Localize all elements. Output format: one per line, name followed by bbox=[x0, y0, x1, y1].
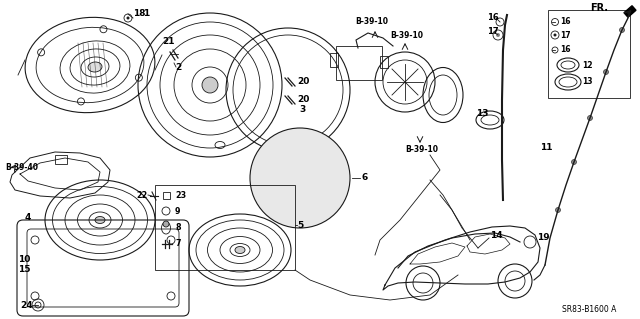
Text: 17: 17 bbox=[560, 31, 571, 40]
Ellipse shape bbox=[235, 247, 245, 254]
Text: FR.: FR. bbox=[590, 3, 608, 13]
Circle shape bbox=[127, 17, 129, 19]
Text: 2: 2 bbox=[175, 63, 181, 71]
Bar bbox=[330, 53, 338, 67]
Text: 13: 13 bbox=[476, 108, 488, 117]
Text: 6: 6 bbox=[362, 174, 368, 182]
Text: 16: 16 bbox=[487, 13, 499, 23]
Circle shape bbox=[554, 33, 557, 36]
Text: 4: 4 bbox=[25, 213, 31, 222]
Text: 18: 18 bbox=[133, 10, 145, 19]
FancyArrow shape bbox=[624, 6, 636, 17]
Text: 8: 8 bbox=[175, 224, 180, 233]
Text: 21: 21 bbox=[162, 38, 175, 47]
Bar bbox=[548, 10, 630, 98]
Text: 19: 19 bbox=[537, 234, 550, 242]
Circle shape bbox=[620, 27, 625, 33]
Text: 14: 14 bbox=[490, 231, 502, 240]
Text: 10: 10 bbox=[18, 256, 30, 264]
Text: 16: 16 bbox=[560, 18, 570, 26]
Circle shape bbox=[163, 221, 169, 227]
Text: B-39-10: B-39-10 bbox=[355, 18, 388, 26]
Text: 9: 9 bbox=[175, 206, 180, 216]
Circle shape bbox=[572, 160, 577, 165]
Ellipse shape bbox=[88, 62, 102, 72]
Text: 22: 22 bbox=[136, 190, 147, 199]
Text: 7: 7 bbox=[175, 240, 180, 249]
Bar bbox=[380, 56, 388, 68]
Text: B-39-10: B-39-10 bbox=[390, 31, 423, 40]
Text: 3: 3 bbox=[299, 106, 305, 115]
Text: 5: 5 bbox=[297, 220, 303, 229]
Circle shape bbox=[202, 77, 218, 93]
Text: 16: 16 bbox=[560, 46, 570, 55]
Ellipse shape bbox=[95, 217, 105, 224]
Text: 1: 1 bbox=[143, 10, 149, 19]
Bar bbox=[55, 155, 67, 164]
Text: SR83-B1600 A: SR83-B1600 A bbox=[562, 306, 616, 315]
Text: 24: 24 bbox=[20, 300, 33, 309]
Text: 11: 11 bbox=[540, 144, 552, 152]
Circle shape bbox=[556, 207, 561, 212]
Circle shape bbox=[250, 128, 350, 228]
Text: 23: 23 bbox=[175, 191, 186, 201]
Circle shape bbox=[588, 115, 593, 121]
Circle shape bbox=[496, 33, 500, 37]
Text: 20: 20 bbox=[297, 95, 309, 105]
Bar bbox=[155, 185, 295, 270]
Text: 15: 15 bbox=[18, 265, 31, 275]
Text: 13: 13 bbox=[582, 78, 593, 86]
Bar bbox=[163, 192, 170, 199]
Text: 17: 17 bbox=[487, 27, 499, 36]
Circle shape bbox=[604, 70, 609, 75]
Text: 12: 12 bbox=[582, 61, 593, 70]
Text: B-39-40: B-39-40 bbox=[5, 162, 38, 172]
Text: 20: 20 bbox=[297, 78, 309, 86]
Text: B-39-10: B-39-10 bbox=[405, 145, 438, 154]
